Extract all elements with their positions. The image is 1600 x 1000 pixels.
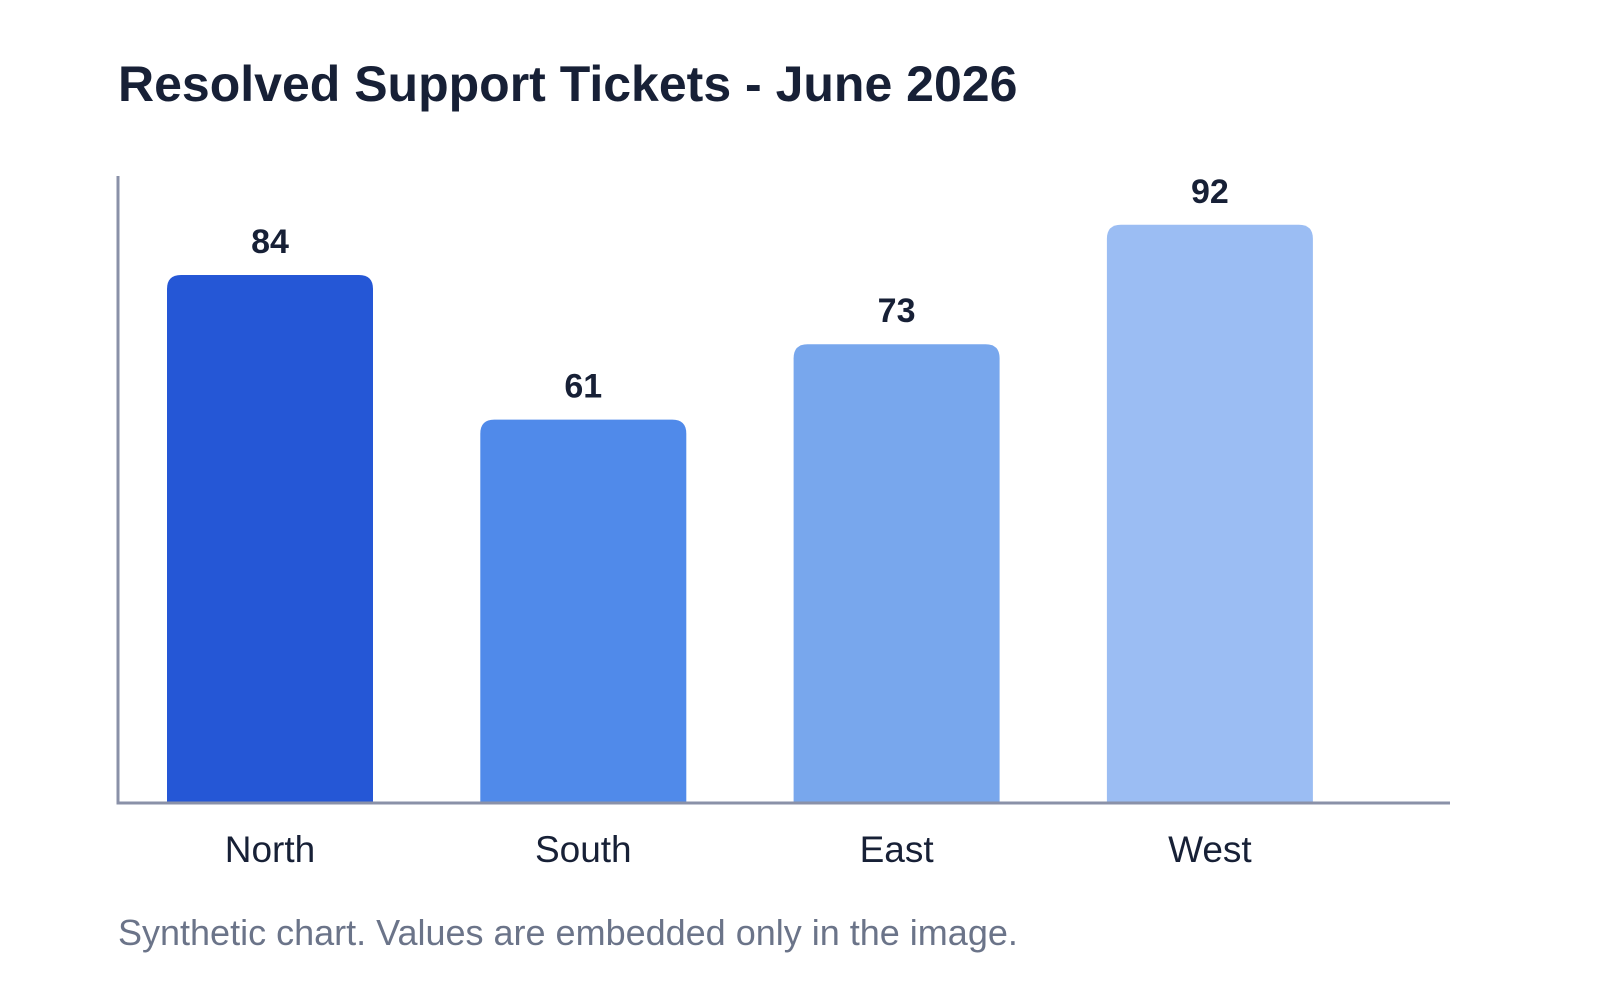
category-label-east: East bbox=[860, 829, 935, 870]
value-label-east: 73 bbox=[878, 292, 916, 330]
bar-south bbox=[480, 419, 687, 803]
value-label-south: 61 bbox=[564, 368, 602, 406]
category-label-south: South bbox=[535, 829, 632, 870]
category-label-west: West bbox=[1168, 829, 1252, 870]
bar-east bbox=[793, 344, 1000, 803]
chart-title: Resolved Support Tickets - June 2026 bbox=[118, 56, 1018, 112]
chart-footnote: Synthetic chart. Values are embedded onl… bbox=[118, 912, 1018, 953]
value-label-north: 84 bbox=[251, 223, 289, 261]
value-labels-layer: 84 61 73 92 bbox=[251, 173, 1229, 406]
value-label-west: 92 bbox=[1191, 173, 1229, 211]
category-labels-layer: North South East West bbox=[225, 829, 1253, 870]
category-label-north: North bbox=[225, 829, 315, 870]
bars-layer bbox=[167, 224, 1313, 803]
bar-west bbox=[1106, 224, 1313, 803]
bar-north bbox=[167, 275, 373, 803]
